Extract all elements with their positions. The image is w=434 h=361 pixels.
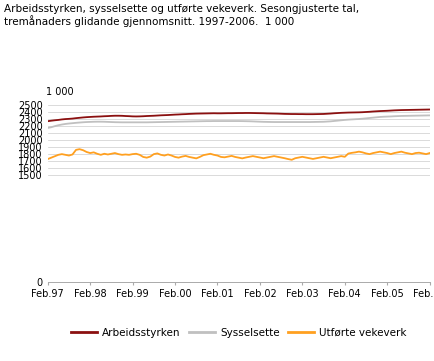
- Text: 1 000: 1 000: [46, 87, 74, 97]
- Utførte vekeverk: [257, 155, 263, 160]
- Arbeidsstyrken: [73, 116, 79, 120]
- Line: Sysselsette: Sysselsette: [48, 116, 430, 128]
- Utførte vekeverk: [73, 148, 79, 152]
- Sysselsette: [73, 121, 79, 125]
- Arbeidsstyrken: [427, 107, 432, 112]
- Sysselsette: [151, 120, 156, 124]
- Utførte vekeverk: [176, 156, 181, 160]
- Legend: Arbeidsstyrken, Sysselsette, Utførte vekeverk: Arbeidsstyrken, Sysselsette, Utførte vek…: [66, 323, 411, 342]
- Sysselsette: [254, 119, 259, 124]
- Arbeidsstyrken: [296, 112, 302, 116]
- Line: Utførte vekeverk: Utførte vekeverk: [48, 149, 430, 160]
- Arbeidsstyrken: [45, 119, 50, 123]
- Arbeidsstyrken: [151, 114, 156, 118]
- Utførte vekeverk: [45, 157, 50, 161]
- Utførte vekeverk: [155, 151, 160, 156]
- Utførte vekeverk: [303, 155, 309, 160]
- Arbeidsstyrken: [172, 112, 178, 117]
- Utførte vekeverk: [77, 147, 82, 151]
- Arbeidsstyrken: [254, 111, 259, 115]
- Text: Arbeidsstyrken, sysselsette og utførte vekeverk. Sesongjusterte tal,
tremånaders: Arbeidsstyrken, sysselsette og utførte v…: [4, 4, 359, 27]
- Sysselsette: [296, 120, 302, 124]
- Sysselsette: [427, 113, 432, 118]
- Arbeidsstyrken: [250, 111, 256, 115]
- Utførte vekeverk: [254, 155, 259, 159]
- Line: Arbeidsstyrken: Arbeidsstyrken: [48, 109, 430, 121]
- Sysselsette: [250, 119, 256, 123]
- Utførte vekeverk: [427, 151, 432, 155]
- Utførte vekeverk: [289, 158, 294, 162]
- Sysselsette: [172, 119, 178, 124]
- Sysselsette: [45, 126, 50, 130]
